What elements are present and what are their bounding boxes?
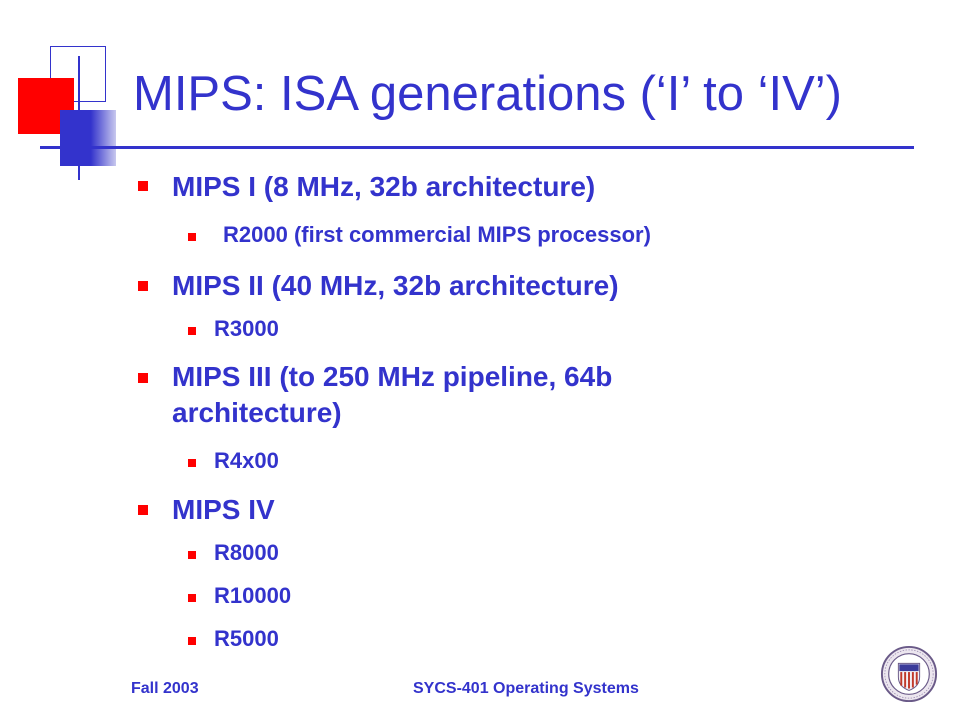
bullet-marker [188, 459, 196, 467]
bullet-marker [138, 373, 148, 383]
bullet-marker [188, 233, 196, 241]
university-seal-icon [880, 645, 938, 703]
decor-blue-square [60, 110, 116, 166]
bullet-marker [188, 637, 196, 645]
sub-bullet-item: R3000 [214, 316, 279, 341]
footer-left: Fall 2003 [131, 680, 199, 697]
sub-bullet-item: R8000 [214, 540, 279, 565]
sub-bullet-item: R2000 (first commercial MIPS processor) [223, 222, 651, 247]
footer-center: SYCS-401 Operating Systems [413, 680, 639, 697]
bullet-item: MIPS III (to 250 MHz pipeline, 64b [172, 361, 613, 392]
bullet-marker [138, 281, 148, 291]
slide-title: MIPS: ISA generations (‘I’ to ‘IV’) [133, 67, 842, 121]
decor-vertical-line [78, 56, 80, 180]
bullet-item: MIPS IV [172, 494, 275, 525]
bullet-marker [188, 327, 196, 335]
bullet-marker [188, 594, 196, 602]
bullet-item: MIPS I (8 MHz, 32b architecture) [172, 171, 596, 202]
bullet-item: MIPS II (40 MHz, 32b architecture) [172, 270, 619, 301]
bullet-marker [138, 181, 148, 191]
sub-bullet-item: R10000 [214, 583, 292, 608]
sub-bullet-item: R4x00 [214, 448, 279, 473]
bullet-marker [138, 505, 148, 515]
sub-bullet-item: R5000 [214, 626, 279, 651]
bullet-marker [188, 551, 196, 559]
title-underline [40, 146, 914, 149]
bullet-item-continuation: architecture) [172, 397, 342, 428]
